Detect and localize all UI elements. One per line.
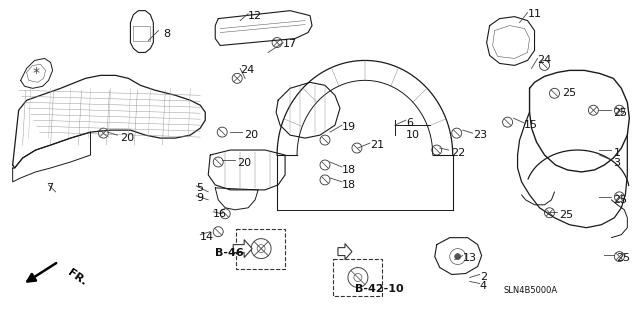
Polygon shape [233, 240, 252, 257]
Text: 13: 13 [463, 253, 477, 263]
Text: 20: 20 [237, 158, 252, 168]
Text: 25: 25 [613, 195, 627, 205]
Text: 11: 11 [527, 9, 541, 19]
Text: 15: 15 [524, 120, 538, 130]
Text: 25: 25 [616, 253, 630, 263]
Text: 24: 24 [240, 65, 255, 75]
Bar [333, 259, 382, 296]
Text: B-46: B-46 [215, 248, 244, 258]
Text: B-42-10: B-42-10 [355, 285, 404, 294]
Circle shape [454, 254, 461, 260]
Text: 25: 25 [559, 210, 573, 220]
Bar [236, 229, 285, 269]
Text: 9: 9 [196, 193, 204, 203]
Text: 25: 25 [563, 88, 577, 98]
Text: 5: 5 [196, 183, 204, 193]
Text: 16: 16 [213, 209, 227, 219]
Text: 12: 12 [248, 11, 262, 21]
Text: 22: 22 [451, 148, 465, 158]
Text: 21: 21 [370, 140, 384, 150]
Text: 23: 23 [473, 130, 487, 140]
Text: *: * [32, 66, 39, 80]
Text: 10: 10 [406, 130, 420, 140]
Text: 17: 17 [283, 39, 297, 48]
Text: 4: 4 [479, 281, 487, 292]
Text: 25: 25 [613, 108, 627, 118]
Text: SLN4B5000A: SLN4B5000A [504, 286, 557, 295]
Polygon shape [338, 244, 352, 260]
Text: 14: 14 [200, 232, 214, 242]
Text: 2: 2 [479, 271, 487, 281]
Text: 18: 18 [342, 165, 356, 175]
Text: FR.: FR. [65, 268, 88, 287]
Text: 20: 20 [244, 130, 259, 140]
Text: 19: 19 [342, 122, 356, 132]
Text: 1: 1 [613, 148, 620, 158]
Text: 20: 20 [120, 133, 134, 143]
Text: 8: 8 [163, 29, 170, 39]
Text: 7: 7 [45, 183, 52, 193]
Text: 6: 6 [406, 118, 413, 128]
Text: 18: 18 [342, 180, 356, 190]
Text: 24: 24 [538, 56, 552, 65]
Text: 3: 3 [613, 158, 620, 168]
